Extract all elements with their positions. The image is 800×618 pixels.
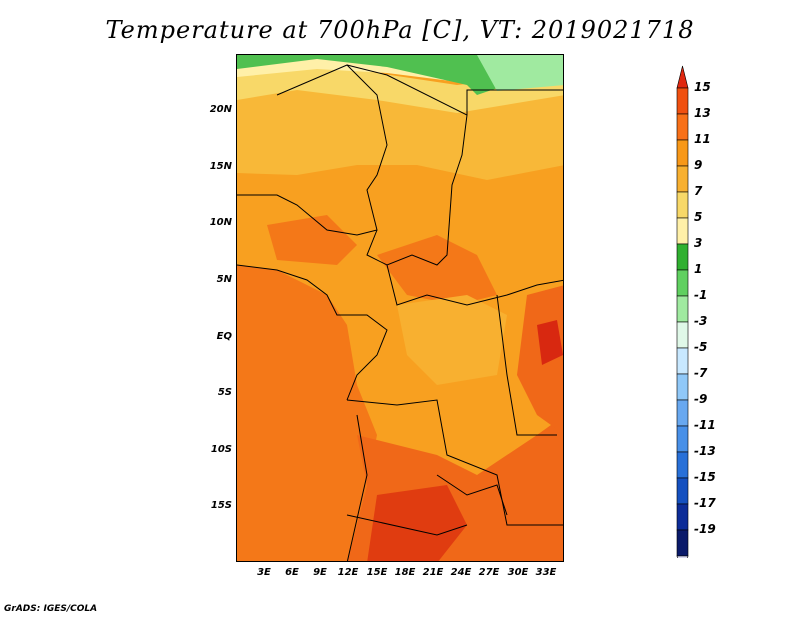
temperature-field [237, 55, 563, 561]
field-11-13-west [237, 265, 377, 561]
lon-label-15e: 15E [366, 567, 388, 578]
colorbar-swatch [676, 373, 689, 401]
lon-label-21e: 21E [422, 567, 444, 578]
cbar-label: -7 [694, 366, 708, 380]
cbar-label: 3 [694, 236, 703, 250]
cbar-label: -1 [694, 288, 708, 302]
field-5-7 [237, 61, 563, 113]
colorbar-swatch [676, 503, 689, 531]
cbar-label: -19 [694, 522, 716, 536]
cbar-label: 13 [694, 106, 711, 120]
lon-label-9e: 9E [313, 567, 327, 578]
field-11-13-north [267, 215, 357, 265]
lon-label-33e: 33E [535, 567, 557, 578]
lat-label-eq: EQ [216, 331, 232, 342]
cbar-label: -5 [694, 340, 708, 354]
cbar-label: -3 [694, 314, 708, 328]
cbar-label: -17 [694, 496, 716, 510]
field-11-13-central [377, 235, 497, 305]
cbar-label: -15 [694, 470, 716, 484]
colorbar-swatch [676, 243, 689, 271]
lat-label-15s: 15S [210, 500, 232, 511]
cbar-label: -11 [694, 418, 716, 432]
lon-label-24e: 24E [450, 567, 472, 578]
colorbar-swatch [676, 139, 689, 167]
colorbar-swatch [676, 555, 689, 558]
cbar-label: -9 [694, 392, 708, 406]
cbar-label: 7 [694, 184, 703, 198]
lon-label-12e: 12E [337, 567, 359, 578]
cbar-label: 9 [694, 158, 703, 172]
grads-credit: GrADS: IGES/COLA [4, 604, 98, 614]
colorbar-swatch [676, 191, 689, 219]
colorbar-swatch [676, 451, 689, 479]
lon-label-6e: 6E [285, 567, 299, 578]
cbar-label: 11 [694, 132, 711, 146]
colorbar-swatch [676, 165, 689, 193]
field-13-15-east [537, 320, 563, 365]
lat-label-5s: 5S [217, 387, 232, 398]
colorbar-swatch [676, 269, 689, 297]
colorbar-swatch [676, 295, 689, 323]
lat-label-10n: 10N [209, 217, 232, 228]
colorbar-swatch [676, 113, 689, 141]
lon-label-27e: 27E [478, 567, 500, 578]
lon-label-30e: 30E [507, 567, 529, 578]
colorbar-swatch [676, 529, 689, 557]
temperature-map [236, 54, 564, 562]
field-13-15-south [367, 485, 467, 561]
field-neg1-1 [477, 55, 563, 91]
colorbar-swatch [676, 477, 689, 505]
colorbar-swatch [676, 321, 689, 349]
country-borders [237, 64, 563, 561]
cbar-label: 5 [694, 210, 703, 224]
colorbar-swatch [676, 217, 689, 245]
colorbar-swatch [676, 347, 689, 375]
colorbar-swatch [676, 65, 689, 89]
lon-label-3e: 3E [257, 567, 271, 578]
colorbar-swatch [676, 425, 689, 453]
cbar-label: -13 [694, 444, 716, 458]
lon-label-18e: 18E [394, 567, 416, 578]
lat-label-5n: 5N [216, 274, 232, 285]
lat-label-20n: 20N [209, 104, 232, 115]
cbar-label: 1 [694, 262, 703, 276]
map-title: Temperature at 700hPa [C], VT: 201902171… [105, 16, 695, 44]
colorbar-swatch [676, 87, 689, 115]
lat-label-15n: 15N [209, 161, 232, 172]
lat-label-10s: 10S [210, 444, 232, 455]
colorbar [676, 65, 689, 558]
field-7-9-central [397, 295, 507, 385]
cbar-label: 15 [694, 80, 711, 94]
field-1-3 [237, 55, 563, 95]
colorbar-swatch [676, 399, 689, 427]
